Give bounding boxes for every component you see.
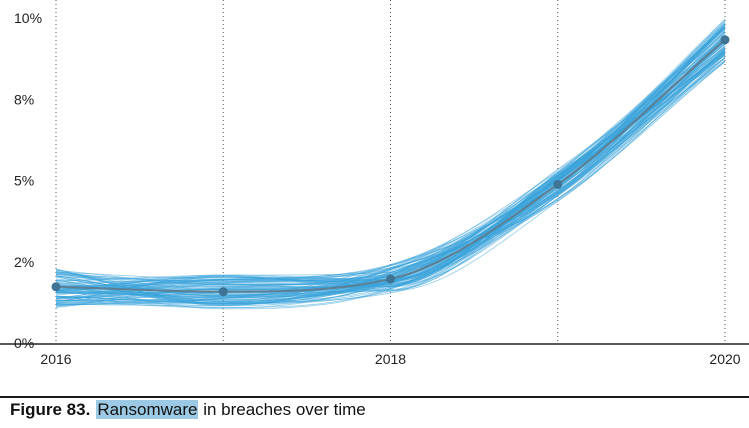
band-curve bbox=[56, 61, 726, 289]
median-line bbox=[55, 39, 726, 293]
ransomware-chart: 0% 2% 5% 8% 10% 2016 2018 2020 bbox=[0, 0, 749, 367]
y-tick-label: 0% bbox=[14, 335, 34, 351]
figure-caption: Figure 83. Ransomware in breaches over ti… bbox=[10, 400, 366, 420]
caption-highlight: Ransomware bbox=[96, 400, 199, 419]
band-curve bbox=[55, 39, 726, 304]
band-curve bbox=[55, 53, 726, 280]
x-tick-label: 2020 bbox=[709, 351, 740, 367]
band-curve bbox=[55, 25, 726, 291]
band-curve bbox=[55, 54, 726, 294]
y-tick-label: 10% bbox=[14, 10, 42, 26]
band-curve bbox=[55, 25, 726, 307]
y-tick-label: 2% bbox=[14, 254, 34, 270]
caption-text: in breaches over time bbox=[203, 400, 366, 419]
y-tick-label: 8% bbox=[14, 91, 34, 107]
band-curve bbox=[55, 52, 726, 305]
x-tick-label: 2016 bbox=[40, 351, 71, 367]
axes: 0% 2% 5% 8% 10% 2016 2018 2020 bbox=[0, 10, 749, 367]
caption-divider bbox=[0, 396, 749, 398]
band-curve bbox=[56, 46, 726, 301]
data-point bbox=[720, 35, 730, 45]
band-curve bbox=[55, 60, 726, 304]
band-curve bbox=[55, 47, 726, 288]
band-curve bbox=[55, 27, 726, 306]
band-curve bbox=[55, 27, 726, 291]
band-curve bbox=[55, 39, 726, 302]
band-curve bbox=[55, 23, 726, 302]
x-tick-label: 2018 bbox=[375, 351, 406, 367]
band-curve bbox=[55, 50, 726, 291]
band-curve bbox=[55, 37, 726, 304]
band-curve bbox=[55, 25, 726, 305]
band-curve bbox=[55, 55, 726, 295]
band-curve bbox=[55, 37, 726, 302]
median-series bbox=[51, 35, 730, 297]
figure-label: Figure 83. bbox=[10, 400, 91, 419]
data-point bbox=[553, 179, 563, 189]
data-point bbox=[218, 287, 228, 297]
data-point bbox=[386, 274, 395, 284]
band-curve bbox=[55, 50, 726, 292]
band-curve bbox=[55, 38, 726, 296]
band-curve bbox=[55, 49, 726, 297]
band-curve bbox=[56, 52, 726, 287]
band-curve bbox=[55, 49, 726, 299]
data-point bbox=[51, 282, 61, 292]
band-curve bbox=[55, 27, 726, 304]
y-tick-label: 5% bbox=[14, 173, 34, 189]
band-curve bbox=[55, 26, 726, 291]
band-curve bbox=[55, 42, 726, 307]
band-curve bbox=[55, 52, 726, 299]
